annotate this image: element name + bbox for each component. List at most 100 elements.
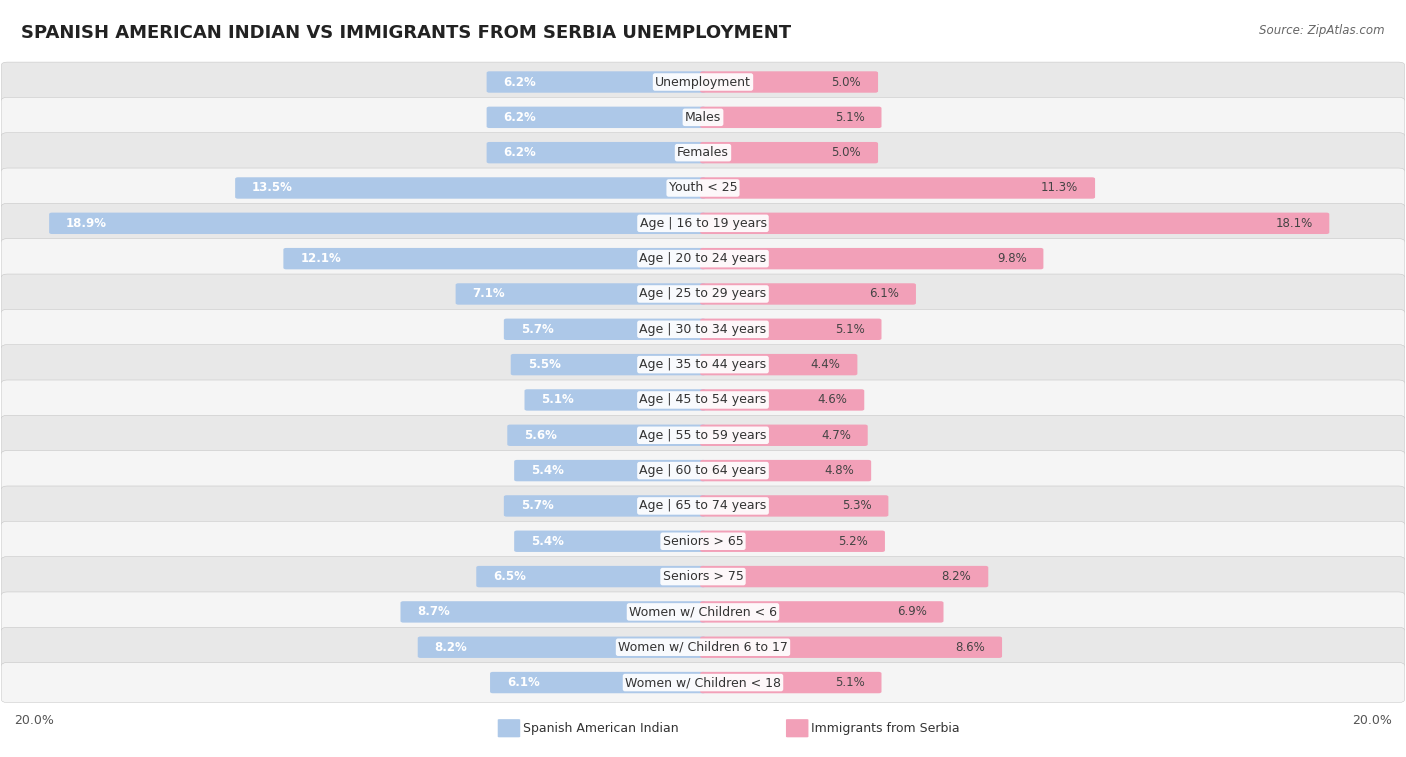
FancyBboxPatch shape	[477, 566, 706, 587]
Text: 5.4%: 5.4%	[531, 534, 564, 548]
FancyBboxPatch shape	[700, 283, 915, 304]
FancyBboxPatch shape	[700, 248, 1043, 269]
FancyBboxPatch shape	[1, 662, 1405, 702]
FancyBboxPatch shape	[700, 177, 1095, 198]
Text: Youth < 25: Youth < 25	[669, 182, 737, 195]
Text: Females: Females	[678, 146, 728, 159]
FancyBboxPatch shape	[700, 389, 865, 410]
FancyBboxPatch shape	[1, 522, 1405, 561]
FancyBboxPatch shape	[510, 354, 706, 375]
Text: 4.6%: 4.6%	[817, 394, 848, 407]
Text: 5.3%: 5.3%	[842, 500, 872, 512]
FancyBboxPatch shape	[503, 319, 706, 340]
FancyBboxPatch shape	[700, 495, 889, 516]
FancyBboxPatch shape	[1, 310, 1405, 349]
Text: 8.6%: 8.6%	[956, 640, 986, 654]
FancyBboxPatch shape	[700, 142, 877, 164]
Text: Seniors > 75: Seniors > 75	[662, 570, 744, 583]
Text: Unemployment: Unemployment	[655, 76, 751, 89]
Text: 6.2%: 6.2%	[503, 111, 536, 124]
FancyBboxPatch shape	[486, 71, 706, 92]
FancyBboxPatch shape	[1, 132, 1405, 173]
Text: Source: ZipAtlas.com: Source: ZipAtlas.com	[1260, 24, 1385, 37]
FancyBboxPatch shape	[508, 425, 706, 446]
FancyBboxPatch shape	[235, 177, 706, 198]
Text: 5.5%: 5.5%	[527, 358, 561, 371]
Text: 6.9%: 6.9%	[897, 606, 927, 618]
FancyBboxPatch shape	[49, 213, 706, 234]
Text: Women w/ Children < 18: Women w/ Children < 18	[626, 676, 780, 689]
FancyBboxPatch shape	[1, 274, 1405, 314]
Text: 13.5%: 13.5%	[252, 182, 292, 195]
Text: 5.1%: 5.1%	[835, 322, 865, 336]
FancyBboxPatch shape	[1, 238, 1405, 279]
FancyBboxPatch shape	[700, 460, 872, 481]
FancyBboxPatch shape	[1, 204, 1405, 243]
FancyBboxPatch shape	[1, 380, 1405, 420]
FancyBboxPatch shape	[498, 719, 520, 737]
Text: 6.1%: 6.1%	[869, 288, 898, 301]
Text: 8.2%: 8.2%	[942, 570, 972, 583]
Text: 5.6%: 5.6%	[524, 428, 557, 442]
FancyBboxPatch shape	[1, 628, 1405, 667]
FancyBboxPatch shape	[700, 71, 877, 92]
Text: 8.7%: 8.7%	[418, 606, 450, 618]
FancyBboxPatch shape	[1, 416, 1405, 455]
FancyBboxPatch shape	[503, 495, 706, 516]
FancyBboxPatch shape	[1, 556, 1405, 597]
Text: Women w/ Children < 6: Women w/ Children < 6	[628, 606, 778, 618]
FancyBboxPatch shape	[700, 107, 882, 128]
Text: Women w/ Children 6 to 17: Women w/ Children 6 to 17	[619, 640, 787, 654]
Text: Age | 45 to 54 years: Age | 45 to 54 years	[640, 394, 766, 407]
FancyBboxPatch shape	[515, 531, 706, 552]
FancyBboxPatch shape	[700, 566, 988, 587]
Text: 5.0%: 5.0%	[831, 76, 860, 89]
Text: Age | 35 to 44 years: Age | 35 to 44 years	[640, 358, 766, 371]
Text: Males: Males	[685, 111, 721, 124]
Text: 6.1%: 6.1%	[508, 676, 540, 689]
FancyBboxPatch shape	[1, 62, 1405, 102]
Text: 20.0%: 20.0%	[1353, 714, 1392, 727]
Text: 6.2%: 6.2%	[503, 146, 536, 159]
FancyBboxPatch shape	[700, 601, 943, 622]
FancyBboxPatch shape	[700, 319, 882, 340]
Text: 18.9%: 18.9%	[66, 217, 107, 230]
Text: 5.1%: 5.1%	[541, 394, 574, 407]
Text: SPANISH AMERICAN INDIAN VS IMMIGRANTS FROM SERBIA UNEMPLOYMENT: SPANISH AMERICAN INDIAN VS IMMIGRANTS FR…	[21, 24, 792, 42]
Text: Immigrants from Serbia: Immigrants from Serbia	[811, 721, 960, 735]
Text: 20.0%: 20.0%	[14, 714, 53, 727]
Text: Spanish American Indian: Spanish American Indian	[523, 721, 679, 735]
Text: 6.2%: 6.2%	[503, 76, 536, 89]
FancyBboxPatch shape	[515, 460, 706, 481]
Text: 4.4%: 4.4%	[811, 358, 841, 371]
FancyBboxPatch shape	[524, 389, 706, 410]
Text: 8.2%: 8.2%	[434, 640, 467, 654]
Text: 12.1%: 12.1%	[301, 252, 342, 265]
Text: 5.1%: 5.1%	[835, 676, 865, 689]
FancyBboxPatch shape	[700, 213, 1329, 234]
FancyBboxPatch shape	[1, 98, 1405, 137]
FancyBboxPatch shape	[1, 592, 1405, 632]
FancyBboxPatch shape	[1, 486, 1405, 526]
FancyBboxPatch shape	[456, 283, 706, 304]
Text: Age | 60 to 64 years: Age | 60 to 64 years	[640, 464, 766, 477]
FancyBboxPatch shape	[486, 107, 706, 128]
FancyBboxPatch shape	[401, 601, 706, 622]
FancyBboxPatch shape	[491, 672, 706, 693]
Text: 5.2%: 5.2%	[838, 534, 868, 548]
Text: 5.0%: 5.0%	[831, 146, 860, 159]
Text: Age | 16 to 19 years: Age | 16 to 19 years	[640, 217, 766, 230]
Text: 18.1%: 18.1%	[1275, 217, 1312, 230]
FancyBboxPatch shape	[700, 531, 884, 552]
Text: 4.8%: 4.8%	[824, 464, 855, 477]
Text: 11.3%: 11.3%	[1040, 182, 1078, 195]
FancyBboxPatch shape	[700, 425, 868, 446]
Text: 7.1%: 7.1%	[472, 288, 505, 301]
Text: Age | 65 to 74 years: Age | 65 to 74 years	[640, 500, 766, 512]
Text: Seniors > 65: Seniors > 65	[662, 534, 744, 548]
FancyBboxPatch shape	[1, 168, 1405, 208]
Text: 6.5%: 6.5%	[494, 570, 526, 583]
FancyBboxPatch shape	[700, 637, 1002, 658]
Text: 5.7%: 5.7%	[520, 322, 554, 336]
Text: 5.4%: 5.4%	[531, 464, 564, 477]
